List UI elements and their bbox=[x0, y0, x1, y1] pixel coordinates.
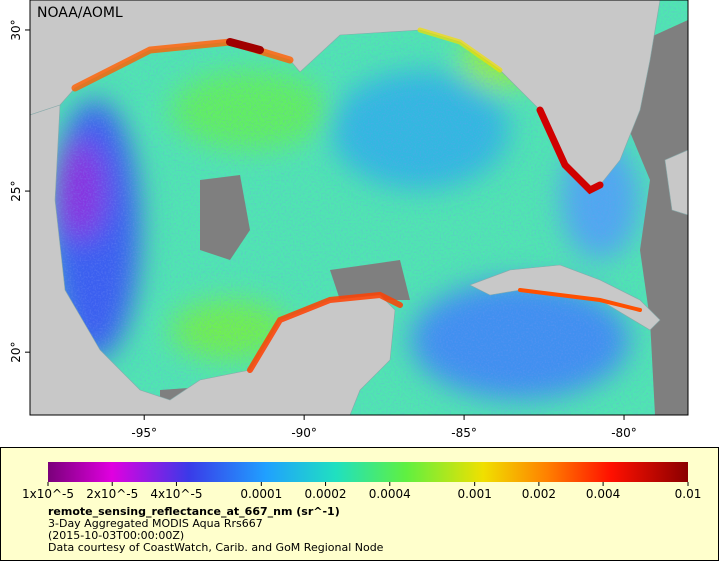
x-tick-label: -90° bbox=[291, 426, 317, 440]
map-image bbox=[30, 0, 688, 415]
map-frame bbox=[29, 0, 689, 416]
colorbar-tick-label: 0.001 bbox=[457, 487, 491, 501]
legend-credit: Data courtesy of CoastWatch, Carib. and … bbox=[48, 541, 384, 554]
colorbar-tick-label: 0.002 bbox=[522, 487, 556, 501]
colorbar bbox=[48, 462, 688, 482]
colorbar-tick-label: 0.01 bbox=[675, 487, 702, 501]
y-tick-label: 30° bbox=[9, 19, 23, 40]
colorbar-tick-label: 0.0004 bbox=[369, 487, 411, 501]
legend-time: (2015-10-03T00:00:00Z) bbox=[48, 529, 184, 542]
colorbar-tick-label: 1x10^-5 bbox=[22, 487, 74, 501]
legend-description: 3-Day Aggregated MODIS Aqua Rrs667 bbox=[48, 517, 263, 530]
legend-variable: remote_sensing_reflectance_at_667_nm (sr… bbox=[48, 505, 340, 518]
colorbar-tick-label: 2x10^-5 bbox=[86, 487, 138, 501]
colorbar-tick-label: 0.0001 bbox=[240, 487, 282, 501]
y-tick-label: 20° bbox=[9, 342, 23, 363]
colorbar-tick-label: 0.004 bbox=[586, 487, 620, 501]
colorbar-tick-label: 4x10^-5 bbox=[150, 487, 202, 501]
attribution: NOAA/AOML bbox=[37, 5, 123, 21]
y-tick-label: 25° bbox=[9, 180, 23, 201]
x-tick-label: -80° bbox=[611, 426, 637, 440]
x-tick-label: -95° bbox=[131, 426, 157, 440]
x-tick-label: -85° bbox=[451, 426, 477, 440]
colorbar-tick-label: 0.0002 bbox=[305, 487, 347, 501]
